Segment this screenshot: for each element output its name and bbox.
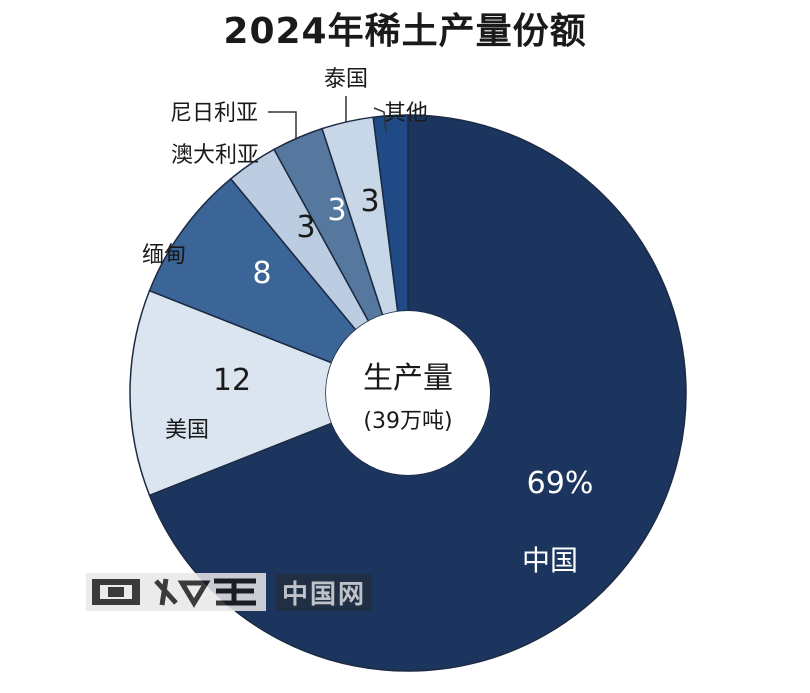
value-label-australia: 3: [296, 210, 315, 245]
center-label: 生产量: [363, 361, 453, 396]
watermark-site: 中国网: [276, 573, 373, 611]
chart-title: 2024年稀土产量份额: [223, 11, 587, 52]
value-label-myanmar: 8: [252, 256, 271, 291]
category-label-nigeria: 尼日利亚: [170, 101, 258, 126]
category-label-china: 中国: [522, 544, 578, 577]
category-label-usa: 美国: [165, 418, 209, 443]
value-label-usa: 12: [213, 363, 251, 398]
watermark: 中国网: [86, 572, 373, 612]
watermark-seal: [86, 573, 266, 611]
category-label-other: 其他: [384, 101, 428, 126]
slices-group: [129, 114, 687, 672]
leader-line-other: [373, 107, 387, 133]
category-label-myanmar: 缅甸: [142, 243, 186, 268]
center-sublabel: (39万吨): [363, 409, 452, 434]
value-label-china: 69%: [527, 466, 594, 501]
center-hole: [326, 311, 490, 475]
value-label-nigeria: 3: [327, 193, 346, 228]
leader-lines-group: [268, 96, 387, 140]
category-label-thailand: 泰国: [324, 67, 368, 92]
value-label-thailand: 3: [360, 184, 379, 219]
leader-line-nigeria: [268, 111, 297, 140]
category-label-australia: 澳大利亚: [171, 143, 259, 168]
